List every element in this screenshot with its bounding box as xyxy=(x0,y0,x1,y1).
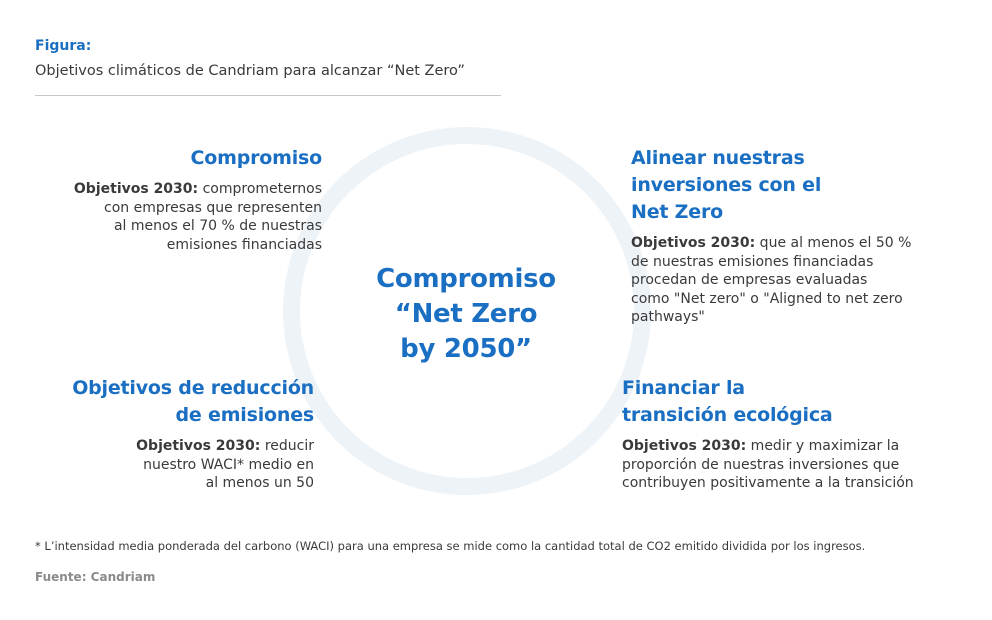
block-body-line: proporción de nuestras inversiones que xyxy=(622,456,900,473)
block-body-line: como "Net zero" o "Aligned to net zero xyxy=(631,290,903,307)
block-body-line: contribuyen positivamente a la transició… xyxy=(622,475,914,491)
center-commitment: Compromiso “Net Zero by 2050” xyxy=(340,262,592,367)
center-line-3: by 2050” xyxy=(400,334,532,364)
block-body-line: Objetivos 2030: reducir xyxy=(14,437,314,456)
block-body-line: de nuestras emisiones financiadas xyxy=(631,253,874,270)
block-title-line: inversiones con el xyxy=(631,174,822,196)
source-note: Fuente: Candriam xyxy=(35,570,156,584)
block-lead: Objetivos 2030: xyxy=(136,438,261,454)
block-align-investments: Alinear nuestras inversiones con el Net … xyxy=(631,145,931,327)
block-emission-reduction: Objetivos de reducción de emisiones Obje… xyxy=(14,375,314,493)
block-commitment: Compromiso Objetivos 2030: comprometerno… xyxy=(22,145,322,254)
block-body-line: al menos un 50 xyxy=(205,475,314,491)
block-body-line: Objetivos 2030: comprometernos xyxy=(22,180,322,199)
block-title-line: Compromiso xyxy=(190,147,323,169)
block-body-text: que al menos el 50 % xyxy=(755,235,912,251)
block-title: Alinear nuestras inversiones con el Net … xyxy=(631,145,931,226)
block-title-line: de emisiones xyxy=(175,404,315,426)
block-body-line: Objetivos 2030: medir y maximizar la xyxy=(622,437,962,456)
block-title-line: Financiar la xyxy=(622,377,745,399)
block-body: Objetivos 2030: que al menos el 50 % de … xyxy=(631,234,931,327)
block-title-line: Alinear nuestras xyxy=(631,147,805,169)
block-title-line: transición ecológica xyxy=(622,404,833,426)
block-title: Financiar la transición ecológica xyxy=(622,375,962,429)
figure-title: Objetivos climáticos de Candriam para al… xyxy=(35,63,465,79)
block-green-transition: Financiar la transición ecológica Objeti… xyxy=(622,375,962,493)
block-title: Compromiso xyxy=(22,145,323,172)
block-body-line: con empresas que representen xyxy=(104,199,322,216)
block-body-line: nuestro WACI* medio en xyxy=(143,456,314,473)
block-body: Objetivos 2030: comprometernos con empre… xyxy=(22,180,322,254)
block-title-line: Objetivos de reducción xyxy=(72,377,314,399)
block-body-line: Objetivos 2030: que al menos el 50 % xyxy=(631,234,931,253)
center-line-1: Compromiso xyxy=(376,264,556,294)
block-body: Objetivos 2030: reducir nuestro WACI* me… xyxy=(14,437,314,493)
block-body-line: emisiones financiadas xyxy=(166,236,322,253)
block-body-line: pathways" xyxy=(631,309,705,325)
block-lead: Objetivos 2030: xyxy=(622,438,747,454)
block-body: Objetivos 2030: medir y maximizar la pro… xyxy=(622,437,962,493)
title-divider xyxy=(35,95,501,96)
center-line-2: “Net Zero xyxy=(394,299,538,329)
block-title: Objetivos de reducción de emisiones xyxy=(14,375,314,429)
block-body-line: procedan de empresas evaluadas xyxy=(631,272,868,288)
block-body-text: comprometernos xyxy=(198,181,322,197)
block-lead: Objetivos 2030: xyxy=(73,181,199,197)
footnote: * L’intensidad media ponderada del carbo… xyxy=(35,539,866,553)
block-title-line: Net Zero xyxy=(631,201,723,223)
block-body-text: reducir xyxy=(260,438,314,454)
block-body-text: medir y maximizar la xyxy=(746,438,900,454)
figure-label: Figura: xyxy=(35,38,92,54)
block-lead: Objetivos 2030: xyxy=(631,235,756,251)
block-body-line: al menos el 70 % de nuestras xyxy=(113,218,322,234)
